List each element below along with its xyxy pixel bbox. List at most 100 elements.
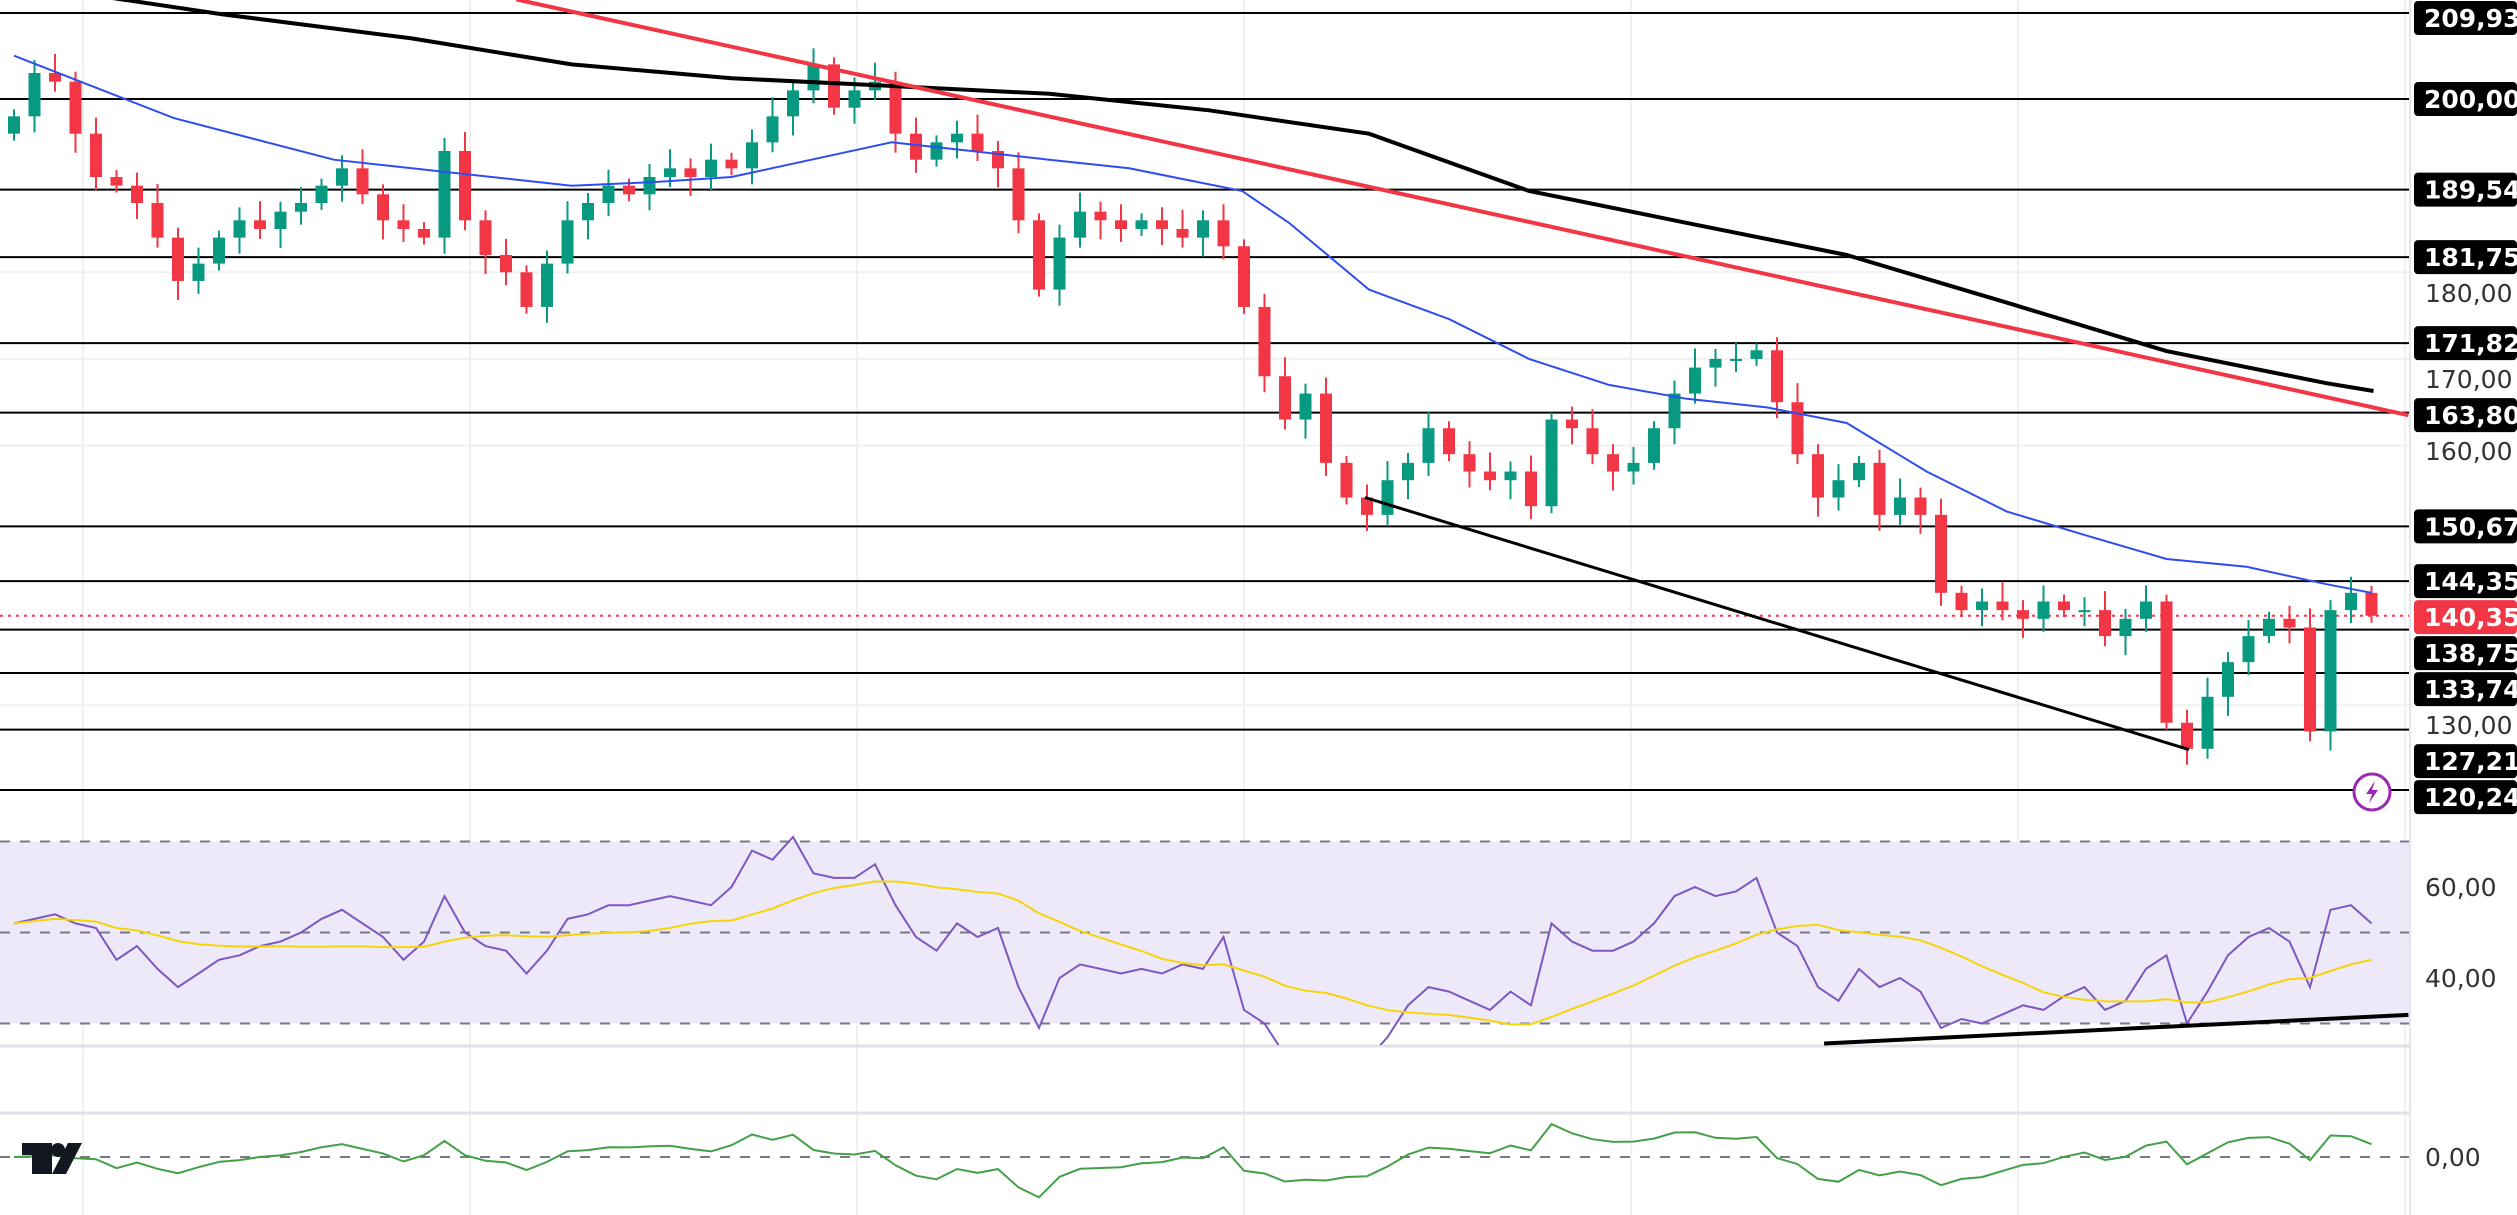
candle-body	[1873, 462, 1886, 515]
candle-body	[1648, 428, 1660, 463]
candle-body	[1812, 454, 1824, 498]
candle-body	[2017, 610, 2029, 619]
candle-body	[1709, 358, 1722, 368]
candle-body	[2242, 636, 2255, 663]
candle-body	[1894, 497, 1906, 515]
candle-body	[28, 73, 41, 117]
level-label-box	[2414, 672, 2517, 707]
candle-body	[602, 185, 615, 203]
candle-body	[131, 185, 143, 203]
candle-body	[725, 159, 738, 169]
candle-body	[541, 263, 553, 307]
candle-body	[233, 220, 246, 238]
level-label-box	[2414, 509, 2517, 544]
candle-body	[930, 142, 943, 160]
candle-body	[336, 168, 348, 186]
candle-body	[479, 220, 492, 255]
candle-body	[172, 237, 184, 281]
level-label-box	[2414, 398, 2517, 433]
candle-body	[910, 133, 922, 160]
candle-body	[1176, 228, 1189, 238]
level-label: 189,54	[2424, 176, 2517, 205]
candle-body	[848, 90, 861, 108]
candle-body	[1402, 462, 1414, 481]
current-price-label-box	[2414, 600, 2517, 635]
candle-body	[459, 151, 471, 221]
candle-body	[1156, 220, 1168, 229]
candle-body	[1750, 350, 1763, 359]
candle-body	[2304, 627, 2316, 732]
candle-body	[2037, 601, 2050, 619]
candle-body	[1074, 211, 1086, 238]
candle-body	[582, 202, 594, 221]
rsi-moving-average	[13, 880, 2372, 1026]
candle-body	[2119, 618, 2132, 637]
level-label: 127,21	[2424, 747, 2517, 776]
candle-body	[1566, 419, 1578, 429]
candle-body	[992, 151, 1004, 169]
candle-body	[1853, 462, 1865, 481]
level-label: 181,75	[2424, 243, 2517, 272]
candle-body	[1504, 471, 1517, 481]
candle-body	[1730, 358, 1742, 361]
candle-body	[1381, 480, 1394, 515]
level-label: 163,80	[2424, 401, 2517, 430]
candle-body	[397, 220, 410, 229]
candle-body	[2160, 601, 2173, 723]
candle-body	[1012, 168, 1025, 221]
support-trendline	[1364, 496, 2190, 752]
moving-average-slow	[112, 0, 2374, 393]
candle-body	[151, 202, 164, 238]
candle-body	[438, 151, 451, 238]
candle-body	[2140, 601, 2152, 619]
candle-body	[500, 254, 512, 273]
candle-body	[1361, 497, 1373, 515]
level-label-box	[2414, 1, 2517, 35]
candle-body	[623, 185, 635, 195]
candle-body	[1320, 393, 1332, 463]
candle-body	[2283, 618, 2296, 628]
candle-body	[1443, 428, 1455, 455]
logo-mark-dot	[51, 1143, 65, 1157]
indicator-lines	[13, 0, 2409, 752]
axis-tick-label: 60,00	[2425, 873, 2497, 902]
candle-body	[192, 263, 205, 281]
candle-body	[377, 194, 389, 221]
axis-tick-label: 130,00	[2425, 711, 2512, 740]
candle-body	[49, 73, 61, 82]
candle-body	[254, 220, 266, 229]
level-label-box	[2414, 326, 2517, 361]
level-label: 133,74	[2424, 675, 2517, 704]
candle-body	[2222, 662, 2234, 697]
candle-body	[1976, 601, 1988, 611]
oscillator-line	[13, 1122, 2372, 1199]
oscillator-pane	[0, 1122, 2410, 1199]
candle-body	[2058, 601, 2070, 611]
level-label-box	[2414, 240, 2517, 275]
axis-tick-label: 180,00	[2425, 279, 2512, 308]
level-label: 209,93	[2424, 4, 2517, 33]
candle-body	[1955, 592, 1968, 611]
candle-body	[213, 237, 225, 264]
candle-body	[807, 64, 820, 91]
candle-body	[1238, 246, 1250, 307]
rsi-pane	[0, 835, 2410, 1046]
candle-body	[295, 202, 307, 212]
axis-tick-label: 0,00	[2425, 1143, 2481, 1172]
candle-body	[2324, 610, 2337, 732]
candle-body	[90, 133, 102, 177]
candle-body	[2201, 696, 2214, 749]
candle-body	[1463, 454, 1476, 472]
level-label-box	[2414, 564, 2517, 599]
candle-body	[787, 90, 799, 117]
rsi-line	[13, 835, 2373, 1045]
lightning-icon[interactable]	[2352, 772, 2392, 812]
candle-body	[1627, 462, 1640, 472]
candle-body	[2078, 610, 2091, 613]
level-label-box	[2414, 636, 2517, 671]
candle-body	[8, 116, 20, 134]
candle-body	[1484, 471, 1496, 481]
candle-body	[1422, 428, 1435, 463]
candle-body	[1586, 428, 1599, 455]
